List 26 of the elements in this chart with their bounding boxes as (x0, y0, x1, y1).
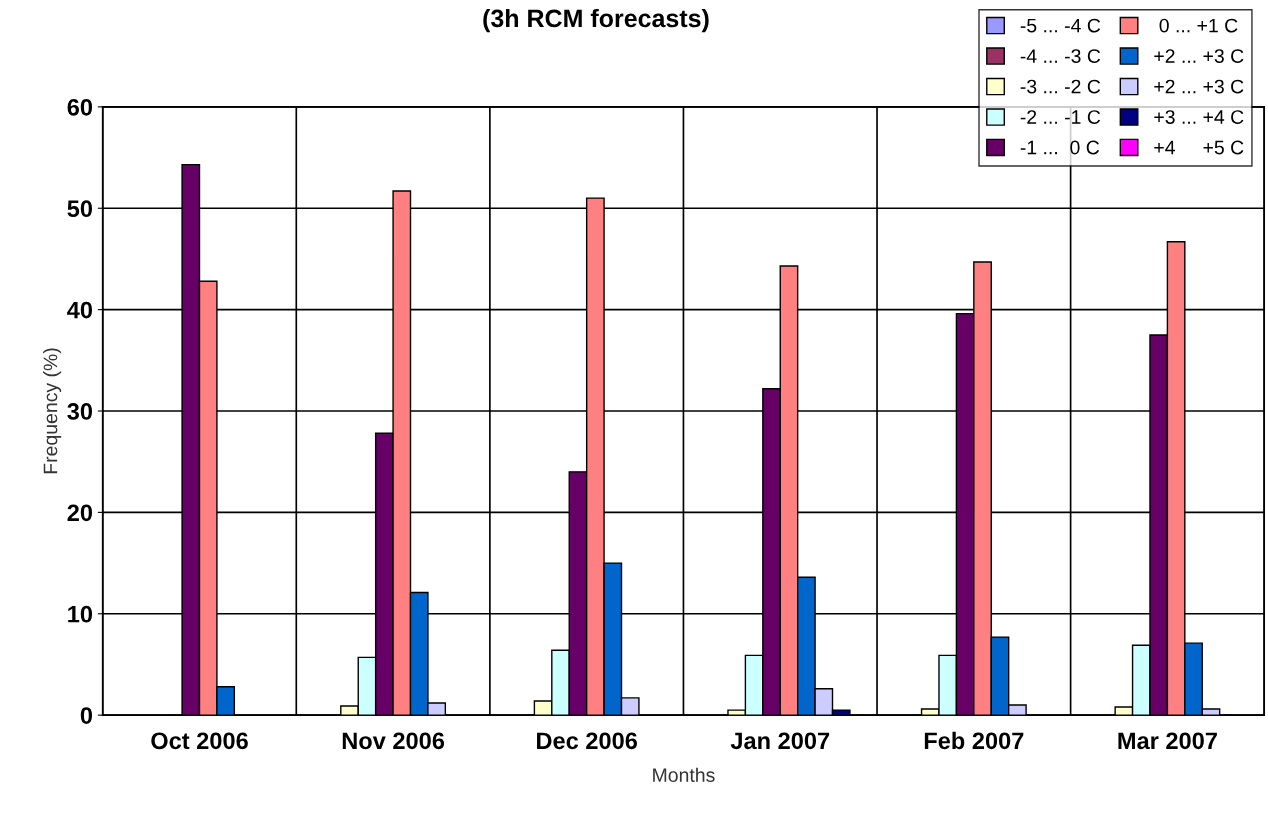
legend-label: -3 ... -2 C (1020, 79, 1101, 94)
legend-label: 0 ... +1 C (1159, 18, 1238, 33)
legend-label: -5 ... -4 C (1020, 18, 1101, 33)
y-tick-label: 10 (68, 605, 93, 623)
x-tick-label: Nov 2006 (342, 732, 445, 750)
x-axis-title: Months (653, 767, 715, 782)
x-tick-label: Oct 2006 (151, 732, 248, 750)
y-tick-label: 20 (67, 504, 93, 522)
legend-label: -1 ... 0 C (1020, 140, 1100, 155)
y-axis-title: Frequency (%) (43, 348, 62, 474)
legend-label: +2 ... +3 C (1154, 49, 1244, 63)
y-tick-label: 0 (80, 707, 93, 724)
legend-label: +2 ... +3 C (1154, 79, 1244, 94)
legend-label: +4 +5 C (1154, 140, 1244, 155)
legend-label: -4 ... -3 C (1020, 49, 1101, 63)
x-tick-label: Feb 2007 (924, 731, 1024, 750)
x-tick-label: Dec 2006 (537, 732, 638, 750)
legend-label: +3 ... +4 C (1154, 110, 1244, 124)
chart-title: (3h RCM forecasts) (483, 8, 709, 33)
x-tick-label: Mar 2007 (1118, 732, 1217, 750)
y-tick-label: 50 (67, 200, 93, 218)
y-tick-label: 30 (67, 403, 93, 420)
y-tick-label: 60 (67, 98, 93, 116)
x-tick-label: Jan 2007 (730, 732, 830, 750)
legend-label: -2 ... -1 C (1020, 110, 1101, 124)
y-tick-label: 40 (67, 301, 93, 319)
